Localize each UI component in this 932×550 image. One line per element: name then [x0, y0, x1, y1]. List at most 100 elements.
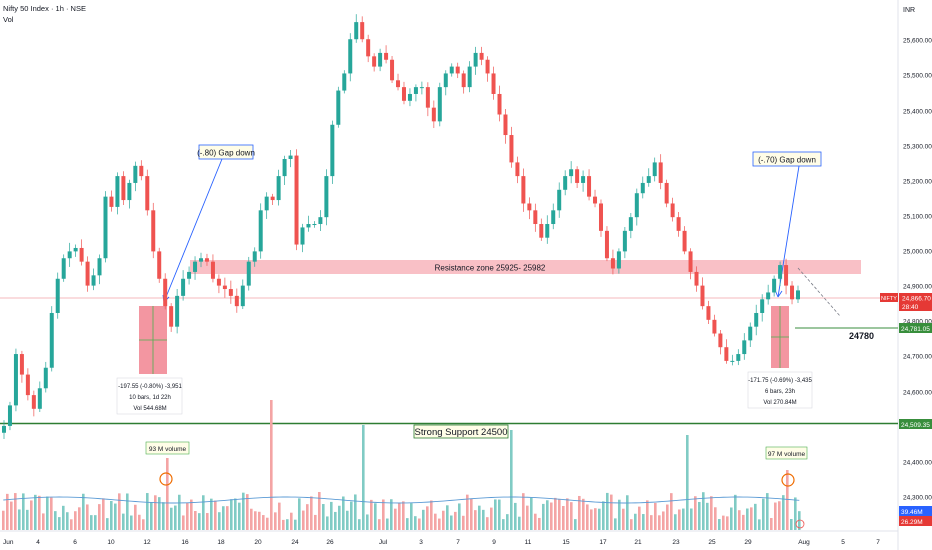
candle-body	[742, 340, 747, 355]
volume-bar	[270, 400, 273, 530]
volume-bar	[274, 512, 277, 530]
candle-body	[772, 278, 777, 293]
volume-bar	[638, 506, 641, 530]
volume-bar	[298, 498, 301, 530]
volume-bar	[450, 515, 453, 530]
countdown-value: 28:40	[902, 304, 919, 311]
volume-bar	[146, 493, 149, 530]
y-tick-label: 25,500.00	[903, 73, 932, 80]
x-tick-label: 6	[73, 539, 77, 546]
volume-bar	[698, 501, 701, 530]
volume-bar	[194, 510, 197, 530]
volume-bar	[218, 512, 221, 530]
candle-body	[169, 306, 174, 327]
candle-body	[748, 326, 753, 341]
volume-bar	[538, 517, 541, 530]
volume-bar	[278, 502, 281, 530]
candle-body	[646, 176, 651, 183]
candle-body	[419, 87, 424, 89]
candle-body	[91, 275, 96, 286]
candle-body	[628, 217, 633, 231]
candle-body	[730, 360, 735, 362]
volume-badge-1-value: 39.46M	[901, 509, 923, 516]
candle-body	[598, 203, 603, 231]
candle-body	[664, 182, 669, 204]
candle-body	[276, 176, 281, 201]
currency-label[interactable]: INR	[903, 7, 915, 14]
volume-bar	[506, 514, 509, 530]
support-badge	[899, 419, 932, 429]
candle-body	[318, 217, 323, 225]
volume-bar	[682, 508, 685, 530]
volume-bar	[350, 501, 353, 530]
volume-bar	[678, 509, 681, 530]
candle-body	[187, 271, 192, 279]
volume-bar	[382, 499, 385, 530]
volume-bar	[498, 499, 501, 530]
volume-bar	[338, 505, 341, 530]
candle-body	[437, 87, 442, 122]
volume-bar	[290, 512, 293, 530]
volume-bar	[142, 519, 145, 530]
gap-down-1-box[interactable]	[198, 144, 254, 160]
candle-body	[718, 333, 723, 348]
resistance-zone[interactable]	[190, 260, 861, 274]
x-tick-label: 9	[492, 539, 496, 546]
volume-bar	[594, 508, 597, 530]
volume-bar	[610, 494, 613, 530]
volume-bar	[326, 516, 329, 530]
volume-bar	[358, 519, 361, 530]
volume-bar	[138, 514, 141, 530]
volume-bar	[670, 493, 673, 530]
volume-bar	[534, 513, 537, 530]
x-tick-label: 10	[107, 539, 115, 546]
volume-bar	[442, 510, 445, 530]
volume-bar	[494, 499, 497, 530]
volume-bar	[282, 519, 285, 530]
volume-bar	[370, 499, 373, 530]
candle-body	[312, 224, 317, 226]
candle-body	[724, 347, 729, 361]
volume-bar	[214, 500, 217, 530]
volume-bar	[54, 511, 57, 530]
volume-bar	[390, 499, 393, 530]
x-tick-label: 12	[143, 539, 151, 546]
candle-body	[348, 39, 353, 74]
volume-bar	[738, 510, 741, 530]
volume-ma-line	[3, 496, 800, 504]
candle-body	[443, 73, 448, 88]
volume-bar	[730, 507, 733, 530]
candle-body	[324, 176, 329, 218]
lightning-icon[interactable]	[795, 519, 805, 529]
candle-body	[19, 354, 24, 375]
volume-bar	[182, 515, 185, 530]
candle-body	[575, 169, 580, 183]
volume-bar	[334, 511, 337, 530]
x-tick-label: 4	[36, 539, 40, 546]
volume-bar	[386, 518, 389, 530]
candle-body	[300, 227, 305, 245]
candle-body	[252, 251, 257, 262]
candle-body	[557, 189, 562, 211]
candle-body	[330, 124, 335, 177]
volume-bar	[34, 494, 37, 530]
volume-label-2: 97 M volume	[768, 451, 806, 458]
volume-bar	[718, 519, 721, 530]
candle-body	[622, 230, 627, 252]
volume-bar	[794, 497, 797, 530]
volume-bar	[750, 507, 753, 530]
volume-bar	[258, 511, 261, 530]
gap-down-1-label: (-.80) Gap down	[197, 149, 255, 158]
candle-body	[145, 176, 150, 211]
gap-down-2-box[interactable]	[752, 151, 822, 167]
candle-body	[366, 39, 371, 57]
candle-body	[760, 299, 765, 313]
candle-body	[670, 203, 675, 218]
y-tick-label: 24,400.00	[903, 460, 932, 467]
support-badge-value: 24,509.35	[901, 422, 930, 429]
gap-down-1-arrow	[163, 158, 223, 303]
candle-body	[509, 135, 514, 163]
volume-bar	[622, 508, 625, 530]
candle-body	[79, 247, 84, 262]
